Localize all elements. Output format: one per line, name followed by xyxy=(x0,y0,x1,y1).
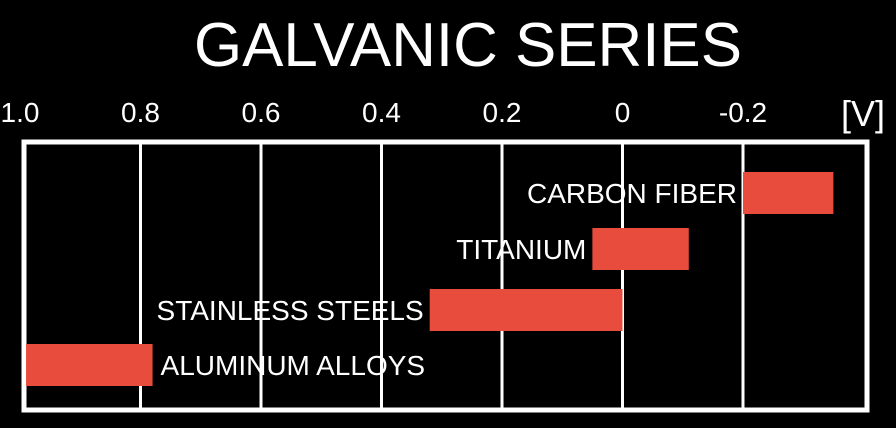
x-tick-label: 0.8 xyxy=(121,97,160,128)
x-axis-ticks: 1.0 0.8 0.6 0.4 0.2 0 -0.2 xyxy=(1,97,768,128)
bar-label: STAINLESS STEELS xyxy=(157,295,424,326)
bar-label: ALUMINUM ALLOYS xyxy=(161,350,426,381)
bar-label: CARBON FIBER xyxy=(527,178,737,209)
bar-aluminum-alloys xyxy=(26,344,153,386)
x-tick-label: 0 xyxy=(615,97,631,128)
bar-stainless-steels xyxy=(429,289,623,331)
x-tick-label: 0.4 xyxy=(362,97,401,128)
chart-title: GALVANIC SERIES xyxy=(194,11,742,80)
bar-labels: CARBON FIBER TITANIUM STAINLESS STEELS ALUM… xyxy=(157,178,737,381)
bar-label: TITANIUM xyxy=(456,234,586,265)
plot-area: CARBON FIBER TITANIUM STAINLESS STEELS ALUM… xyxy=(21,139,870,413)
bars xyxy=(26,172,834,386)
x-tick-label: 1.0 xyxy=(1,97,40,128)
x-tick-label: -0.2 xyxy=(719,97,767,128)
plot-frame xyxy=(21,139,870,413)
bar-titanium xyxy=(592,228,689,270)
unit-label: [V] xyxy=(841,93,885,134)
x-tick-label: 0.2 xyxy=(483,97,522,128)
x-tick-label: 0.6 xyxy=(242,97,281,128)
bar-carbon-fiber xyxy=(743,172,834,214)
